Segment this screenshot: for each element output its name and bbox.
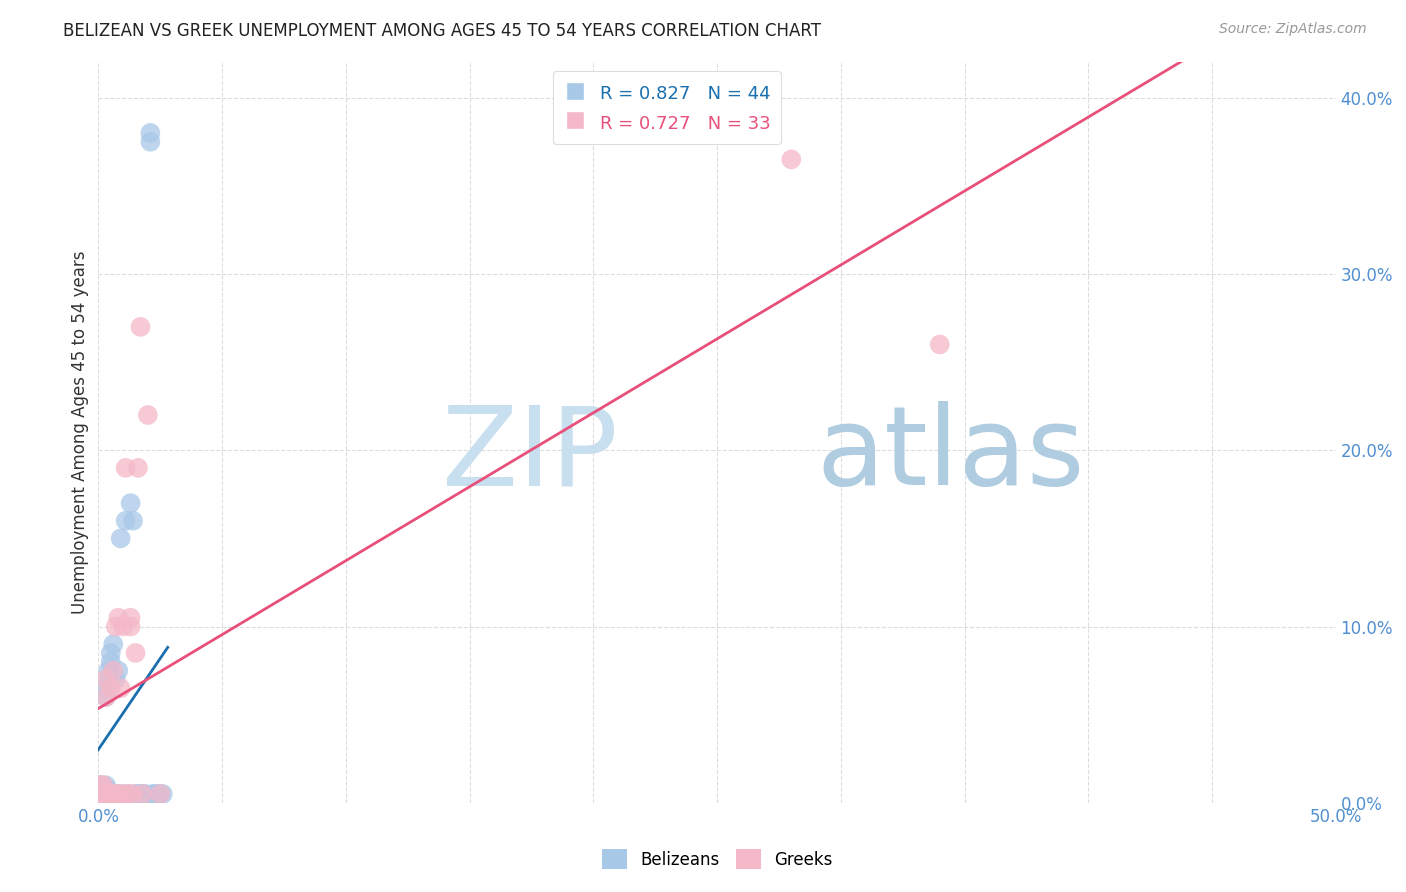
Point — [134, 787, 156, 801]
Point — [127, 461, 149, 475]
Point — [104, 619, 127, 633]
Point — [103, 637, 125, 651]
Legend: Belizeans, Greeks: Belizeans, Greeks — [595, 842, 839, 876]
Point — [94, 787, 117, 801]
Point — [110, 532, 132, 546]
Point — [94, 690, 117, 704]
Point — [107, 664, 129, 678]
Point — [100, 655, 122, 669]
Point — [100, 681, 122, 696]
Point — [93, 787, 115, 801]
Point — [90, 787, 112, 801]
Point — [87, 787, 110, 801]
Point — [90, 778, 112, 792]
Text: ZIP: ZIP — [443, 401, 619, 508]
Point — [107, 611, 129, 625]
Point — [94, 783, 117, 797]
Point — [127, 787, 149, 801]
Y-axis label: Unemployment Among Ages 45 to 54 years: Unemployment Among Ages 45 to 54 years — [70, 251, 89, 615]
Point — [100, 787, 122, 801]
Point — [93, 781, 115, 796]
Point — [97, 673, 120, 687]
Point — [155, 810, 177, 824]
Point — [117, 787, 139, 801]
Point — [103, 787, 125, 801]
Point — [110, 681, 132, 696]
Point — [132, 787, 155, 801]
Point — [94, 781, 117, 796]
Point — [90, 778, 112, 792]
Point — [90, 787, 112, 801]
Point — [104, 787, 127, 801]
Point — [97, 783, 120, 797]
Point — [114, 514, 136, 528]
Point — [780, 153, 803, 167]
Text: Source: ZipAtlas.com: Source: ZipAtlas.com — [1219, 22, 1367, 37]
Point — [107, 787, 129, 801]
Point — [104, 787, 127, 801]
Point — [104, 673, 127, 687]
Point — [149, 787, 172, 801]
Point — [112, 787, 135, 801]
Text: BELIZEAN VS GREEK UNEMPLOYMENT AMONG AGES 45 TO 54 YEARS CORRELATION CHART: BELIZEAN VS GREEK UNEMPLOYMENT AMONG AGE… — [63, 22, 821, 40]
Point — [87, 778, 110, 792]
Point — [97, 787, 120, 801]
Point — [112, 619, 135, 633]
Point — [100, 646, 122, 660]
Point — [124, 646, 146, 660]
Point — [94, 778, 117, 792]
Point — [139, 126, 162, 140]
Point — [107, 787, 129, 801]
Point — [142, 787, 165, 801]
Point — [93, 783, 115, 797]
Point — [93, 787, 115, 801]
Point — [143, 787, 166, 801]
Point — [114, 461, 136, 475]
Point — [103, 664, 125, 678]
Point — [87, 787, 110, 801]
Point — [117, 787, 139, 801]
Point — [97, 664, 120, 678]
Point — [122, 787, 145, 801]
Point — [120, 619, 142, 633]
Point — [149, 787, 172, 801]
Point — [93, 778, 115, 792]
Point — [112, 787, 135, 801]
Point — [152, 787, 174, 801]
Point — [129, 787, 152, 801]
Point — [122, 514, 145, 528]
Point — [120, 496, 142, 510]
Point — [146, 787, 169, 801]
Point — [94, 787, 117, 801]
Point — [94, 681, 117, 696]
Text: atlas: atlas — [815, 401, 1084, 508]
Point — [94, 690, 117, 704]
Point — [928, 337, 950, 351]
Point — [136, 408, 159, 422]
Point — [94, 673, 117, 687]
Point — [120, 611, 142, 625]
Point — [129, 319, 152, 334]
Point — [124, 787, 146, 801]
Point — [132, 787, 155, 801]
Point — [97, 787, 120, 801]
Point — [139, 135, 162, 149]
Point — [93, 780, 115, 794]
